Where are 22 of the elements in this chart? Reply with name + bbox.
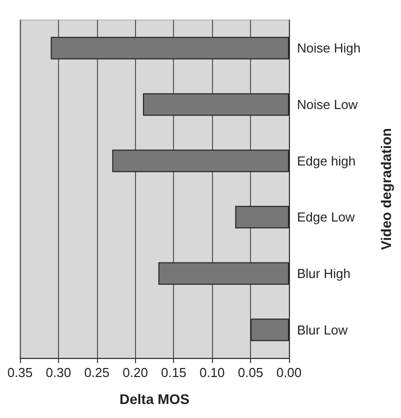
y-tick-label: Edge Low [297, 210, 356, 225]
y-tick-label: Noise High [297, 40, 361, 56]
x-tick-label: 0.25 [84, 365, 110, 380]
y-tick-label: Blur Low [297, 322, 348, 338]
bar [112, 150, 289, 172]
bar [235, 206, 289, 228]
y-tick-label: Blur High [297, 266, 350, 281]
bar [50, 36, 289, 60]
y-tick-label: Noise Low [297, 97, 358, 112]
x-tick-label: 0.15 [161, 365, 186, 380]
y-tick-label: Edge high [297, 153, 356, 168]
x-tick-label: 0.10 [199, 365, 225, 380]
x-tick-label: 0.35 [7, 365, 33, 380]
x-axis-title: Delta MOS [119, 391, 190, 407]
x-tick-label: 0.00 [276, 365, 302, 380]
y-axis-title: Video degradation [378, 128, 394, 250]
bar [158, 262, 289, 285]
x-tick-label: 0.20 [122, 365, 148, 380]
bar [250, 318, 289, 342]
bar [142, 93, 289, 116]
x-tick-label: 0.30 [46, 365, 72, 380]
x-tick-label: 0.05 [238, 365, 264, 380]
